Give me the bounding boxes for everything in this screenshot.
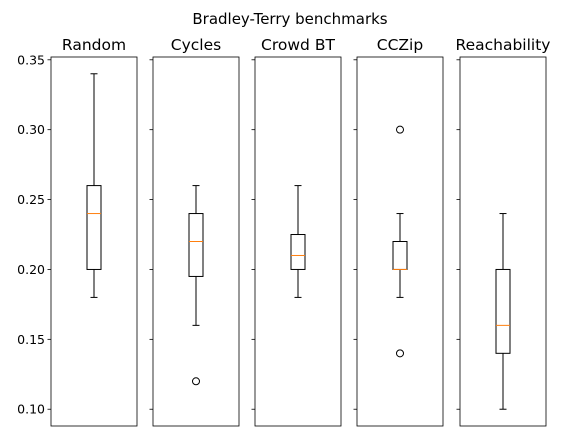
axes-frame [50, 56, 138, 427]
y-tick-label: 0.15 [17, 332, 45, 347]
box [495, 268, 511, 354]
box [290, 234, 306, 270]
flier-point [396, 125, 404, 134]
panel-title: Reachability [456, 36, 551, 54]
y-tick-label: 0.35 [17, 52, 45, 67]
y-tick-label: 0.10 [17, 402, 45, 417]
panel-title: Crowd BT [261, 36, 335, 54]
box [188, 213, 204, 277]
axes-frame [459, 56, 547, 427]
panel-title: Cycles [171, 36, 221, 54]
subplot-reachability: Reachability [456, 36, 551, 427]
subplot-cczip: CCZip [353, 36, 444, 427]
y-tick-label: 0.25 [17, 192, 45, 207]
axes-frame [254, 56, 342, 427]
panel-title: Random [62, 36, 126, 54]
flier-point [396, 349, 404, 358]
subplots: Random 0.10 0.15 0.20 0.25 0.30 0.35 Cycles Crow… [17, 36, 551, 427]
box [392, 241, 408, 270]
y-tick-label: 0.30 [17, 122, 45, 137]
flier-point [192, 377, 200, 386]
subplot-crowd-bt: Crowd BT [251, 36, 342, 427]
axes-frame [356, 56, 444, 427]
subplot-cycles: Cycles [149, 36, 240, 427]
axes-frame [152, 56, 240, 427]
panel-title: CCZip [377, 36, 423, 54]
figure-title: Bradley-Terry benchmarks [192, 10, 387, 28]
subplot-random: Random 0.10 0.15 0.20 0.25 0.30 0.35 [17, 36, 138, 427]
y-tick-label: 0.20 [17, 262, 45, 277]
box [86, 185, 102, 270]
